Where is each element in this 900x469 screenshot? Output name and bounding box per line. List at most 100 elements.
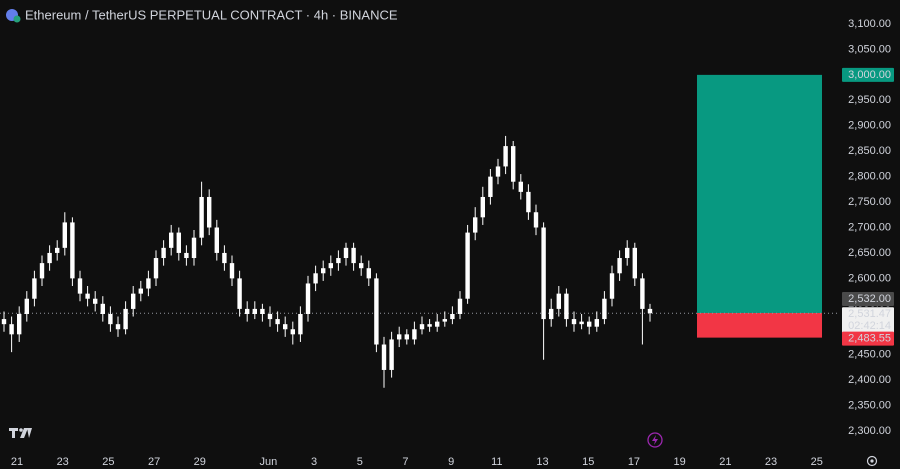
- candle-body: [222, 252, 227, 264]
- candle-body: [427, 324, 432, 327]
- candle-body: [526, 191, 531, 213]
- candle-body: [17, 313, 22, 335]
- entry-price-label-bg: [842, 291, 894, 306]
- candle-body: [32, 278, 37, 299]
- candle-body: [564, 293, 569, 320]
- x-tick-label: 27: [148, 456, 160, 468]
- loss-zone: [697, 312, 822, 338]
- candle-body: [24, 298, 29, 314]
- candle-body: [503, 146, 508, 167]
- y-tick-label: 3,100.00: [848, 18, 891, 30]
- candle-body: [450, 313, 455, 320]
- candle-body: [260, 308, 265, 314]
- symbol-icon[interactable]: [6, 9, 21, 23]
- y-tick-label: 2,800.00: [848, 171, 891, 183]
- candle-body: [442, 319, 447, 322]
- y-tick-label: 2,350.00: [848, 399, 891, 411]
- candle-body: [1, 319, 7, 325]
- x-tick-label: 25: [102, 456, 114, 468]
- stop-price-label: 2,483.55: [848, 333, 891, 345]
- candle-body: [9, 324, 14, 335]
- candle-body: [435, 321, 440, 327]
- candle-body: [298, 313, 303, 335]
- profit-zone: [697, 74, 822, 313]
- candle-body: [381, 344, 387, 370]
- candle-body: [404, 334, 409, 340]
- candle-body: [55, 247, 60, 253]
- candle-body: [518, 181, 523, 192]
- last-price-bg: [842, 307, 894, 334]
- candle-body: [146, 278, 151, 289]
- candle-body: [100, 303, 105, 314]
- candle-body: [533, 212, 539, 228]
- candle-body: [283, 324, 288, 330]
- y-tick-label: 3,050.00: [848, 43, 891, 55]
- candle-body: [511, 146, 516, 182]
- y-tick-label: 2,900.00: [848, 120, 891, 132]
- candle-body: [556, 293, 561, 309]
- candle-body: [617, 258, 622, 274]
- x-tick-label: 11: [491, 456, 502, 468]
- candle-body: [47, 252, 52, 264]
- candle-body: [214, 227, 219, 253]
- candle-body: [632, 247, 637, 279]
- x-tick-label: Jun: [259, 456, 277, 468]
- candle-body: [305, 283, 311, 314]
- candle-body: [541, 227, 546, 320]
- candle-body: [359, 263, 364, 269]
- x-tick-label: 15: [582, 456, 594, 468]
- candle-body: [85, 293, 90, 299]
- countdown-label: 02:42:14: [848, 320, 891, 332]
- candle-body: [640, 278, 645, 309]
- candle-body: [207, 196, 212, 228]
- candle-body: [93, 298, 98, 304]
- y-tick-label: 2,750.00: [848, 196, 891, 208]
- candle-body: [321, 268, 326, 274]
- candle-body: [488, 176, 493, 197]
- candle-body: [366, 268, 371, 279]
- y-tick-label: 2,650.00: [848, 247, 891, 259]
- candle-body: [457, 298, 463, 314]
- x-tick-label: 7: [402, 456, 408, 468]
- candle-body: [138, 288, 143, 294]
- y-tick-label: 2,850.00: [848, 145, 891, 157]
- settings-icon[interactable]: [866, 455, 878, 467]
- y-tick-label: 2,400.00: [848, 374, 891, 386]
- candle-body: [153, 258, 159, 279]
- candle-body: [161, 247, 166, 259]
- candle-body: [123, 308, 128, 330]
- candle-body: [229, 263, 235, 279]
- candle-body: [169, 232, 174, 248]
- candle-body: [389, 339, 394, 370]
- chart-title: Ethereum / TetherUS PERPETUAL CONTRACT ·…: [25, 7, 398, 22]
- candle-body: [587, 321, 592, 327]
- candle-body: [184, 252, 189, 259]
- x-tick-label: 23: [57, 456, 69, 468]
- candle-body: [176, 232, 181, 253]
- candle-body: [465, 232, 470, 299]
- candle-body: [602, 298, 607, 320]
- x-tick-label: 17: [628, 456, 640, 468]
- candle-body: [609, 273, 615, 299]
- tradingview-logo[interactable]: [9, 428, 32, 438]
- x-tick-label: 3: [311, 456, 317, 468]
- replay-icon[interactable]: [647, 432, 663, 448]
- candle-body: [419, 324, 425, 330]
- target-price-label: 3,000.00: [848, 69, 891, 81]
- candle-body: [267, 313, 273, 320]
- candle-body: [252, 308, 257, 314]
- candle-body: [328, 263, 333, 269]
- candle-body: [647, 308, 653, 314]
- candle-body: [594, 319, 599, 327]
- candle-body: [313, 273, 318, 284]
- stop-price-label-bg: [842, 331, 894, 346]
- candle-body: [351, 247, 356, 264]
- candle-body: [374, 278, 379, 345]
- candle-body: [480, 196, 485, 218]
- candle-body: [412, 329, 417, 340]
- candle-body: [495, 166, 501, 177]
- candle-body: [237, 278, 242, 309]
- candle-body: [397, 334, 402, 340]
- candle-body: [571, 319, 577, 325]
